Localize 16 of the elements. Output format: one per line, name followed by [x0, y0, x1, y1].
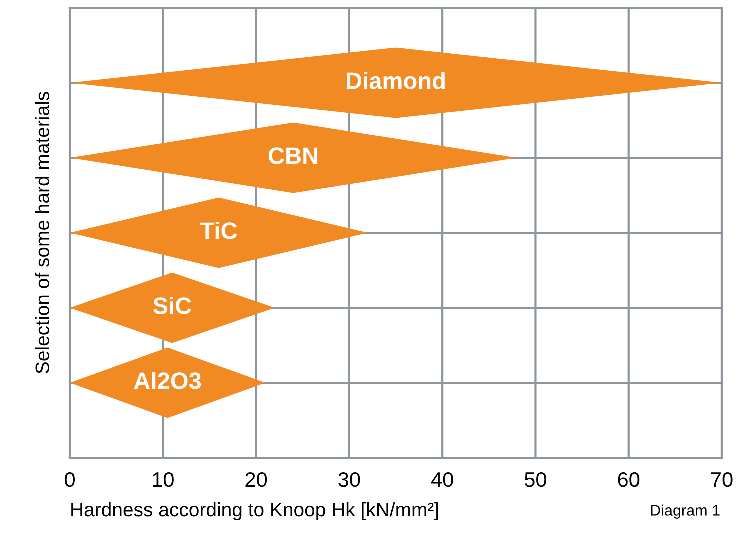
x-tick-label: 50	[524, 472, 546, 488]
x-tick-label: 70	[711, 472, 733, 488]
x-tick-label: 20	[246, 472, 268, 488]
x-tick-label: 40	[431, 472, 454, 488]
y-tick-label: Diamond	[347, 72, 445, 90]
x-tick-label: 30	[338, 472, 360, 488]
x-tick-label: 0	[65, 472, 75, 488]
x-axis-title: Hardness according to Knoop Hk [kN/mm²]	[72, 502, 438, 521]
y-axis-title: Selection of some hard materials	[35, 92, 50, 374]
y-tick-label: Al2O3	[134, 372, 202, 390]
x-tick-label: 60	[618, 472, 640, 488]
y-tick-label: CBN	[268, 148, 318, 164]
x-tick-label: 10	[153, 472, 174, 488]
y-tick-label: SiC	[153, 296, 192, 314]
text: Diagram 1	[651, 504, 720, 519]
y-tick-label: TiC	[200, 222, 238, 240]
